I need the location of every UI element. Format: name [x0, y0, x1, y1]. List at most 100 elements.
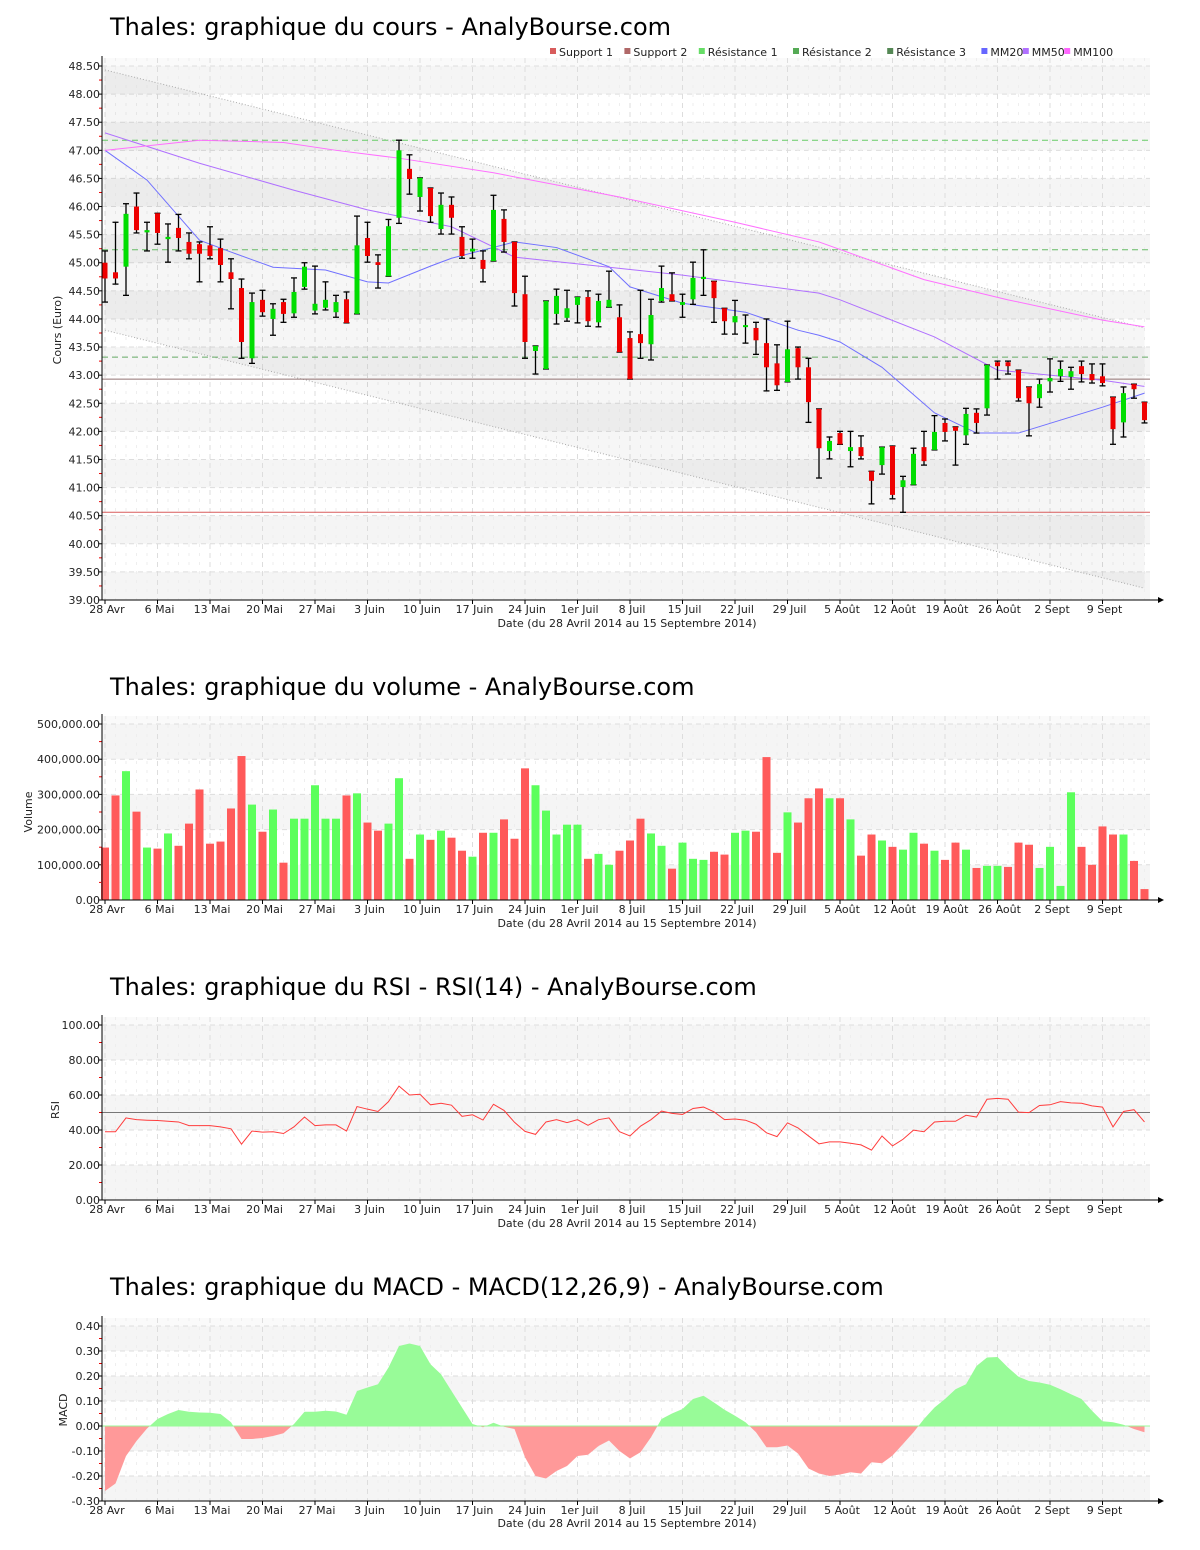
- macd-area-segment: [485, 1422, 494, 1426]
- volume-bar: [1067, 792, 1075, 900]
- y-tick-label: 20.00: [69, 1159, 101, 1172]
- y-tick-label: 41.00: [69, 482, 101, 495]
- macd-area-segment: [168, 1410, 179, 1426]
- candle: [763, 318, 770, 392]
- candle: [973, 408, 980, 434]
- candle-body: [701, 276, 706, 280]
- macd-area-segment: [749, 1426, 756, 1433]
- volume-bar: [279, 862, 288, 900]
- volume-bar: [174, 845, 183, 900]
- x-tick-label: 9 Sept: [1087, 903, 1123, 916]
- legend-item: Résistance 2: [793, 46, 872, 59]
- x-tick-label: 26 Août: [978, 1203, 1022, 1216]
- x-tick-label: 15 Juil: [668, 603, 702, 616]
- candle: [322, 281, 329, 311]
- candle: [1120, 386, 1127, 438]
- y-tick-label: 44.00: [69, 313, 101, 326]
- x-tick-label: 6 Mai: [145, 903, 175, 916]
- legend-swatch: [550, 48, 556, 54]
- candle: [648, 298, 654, 361]
- candle-body: [648, 315, 654, 345]
- y-tick-label: 39.00: [69, 594, 101, 607]
- y-tick-label: 42.00: [69, 425, 101, 438]
- legend-label: Support 2: [633, 46, 687, 59]
- legend-item: MM50: [1022, 46, 1065, 59]
- volume-bar: [741, 830, 750, 900]
- x-tick-label: 22 Juil: [720, 1504, 754, 1517]
- y-tick-label: 47.00: [69, 144, 101, 157]
- candle: [564, 289, 570, 322]
- plot-background: [102, 1017, 1150, 1201]
- macd-area-segment: [233, 1426, 242, 1439]
- macd-area-segment: [724, 1409, 735, 1426]
- candle: [606, 270, 612, 308]
- candle-body: [302, 266, 307, 287]
- macd-area-segment: [189, 1411, 200, 1426]
- volume-bar: [447, 837, 456, 900]
- x-tick-label: 3 Juin: [354, 1504, 385, 1517]
- candle-body: [449, 204, 454, 218]
- y-tick-label: 300,000.00: [37, 788, 100, 801]
- x-tick-label: 3 Juin: [354, 903, 385, 916]
- x-tick-label: 12 Août: [873, 603, 917, 616]
- volume-bar: [111, 795, 120, 900]
- candle: [868, 470, 875, 505]
- candle: [690, 261, 696, 305]
- legend-swatch: [698, 48, 705, 54]
- volume-bar: [195, 789, 204, 900]
- candle: [700, 249, 707, 296]
- macd-area-segment: [304, 1411, 315, 1426]
- candle-body: [323, 299, 328, 308]
- candle: [1036, 378, 1043, 408]
- y-tick-label: 0.40: [76, 1320, 101, 1333]
- macd-area-segment: [514, 1426, 525, 1458]
- x-tick-label: 27 Mai: [299, 903, 336, 916]
- candle: [438, 192, 444, 235]
- macd-area-segment: [924, 1407, 935, 1426]
- background-band: [102, 290, 1150, 319]
- volume-bar: [531, 785, 540, 900]
- x-tick-label: 24 Juin: [508, 603, 546, 616]
- macd-area-segment: [504, 1426, 515, 1429]
- candle-body: [711, 281, 717, 299]
- x-tick-label: 15 Juil: [668, 903, 702, 916]
- rsi-line: [105, 1085, 1145, 1151]
- candle: [910, 447, 917, 486]
- candle-body: [1100, 376, 1105, 384]
- candle-body: [165, 236, 171, 240]
- x-tick-label: 3 Juin: [354, 1203, 385, 1216]
- macd-area-segment: [149, 1419, 158, 1426]
- x-tick-label: 28 Avr: [89, 603, 125, 616]
- candle: [522, 275, 528, 359]
- macd-area-segment: [210, 1412, 221, 1426]
- macd-chart: Thales: graphique du MACD - MACD(12,26,9…: [57, 1273, 1164, 1530]
- x-tick-label: 8 Juil: [619, 1203, 646, 1216]
- y-tick-label: 100,000.00: [37, 859, 100, 872]
- macd-area-segment: [619, 1426, 630, 1459]
- candle: [984, 364, 990, 416]
- candle: [774, 344, 780, 391]
- volume-bar: [1046, 846, 1054, 900]
- volume-bar: [290, 818, 298, 900]
- x-tick-label: 9 Sept: [1087, 1203, 1123, 1216]
- volume-bar: [657, 845, 666, 900]
- volume-bar: [353, 793, 361, 900]
- macd-area-segment: [1081, 1399, 1092, 1426]
- candle: [123, 203, 129, 296]
- macd-area-segment: [567, 1426, 578, 1466]
- candle-body: [1131, 384, 1137, 390]
- candle: [879, 446, 885, 475]
- candle-body: [974, 412, 979, 423]
- macd-area-segment: [787, 1426, 798, 1454]
- macd-area-segment: [399, 1343, 410, 1426]
- volume-bar: [153, 848, 162, 900]
- candle-body: [113, 272, 118, 279]
- x-tick-label: 3 Juin: [354, 603, 385, 616]
- candle-body: [155, 213, 160, 233]
- macd-area-segment: [336, 1411, 347, 1426]
- candle-body: [1142, 402, 1147, 421]
- volume-bar: [846, 819, 855, 900]
- y-tick-label: 500,000.00: [37, 718, 100, 731]
- x-tick-label: 28 Avr: [89, 1203, 125, 1216]
- candle: [343, 291, 350, 324]
